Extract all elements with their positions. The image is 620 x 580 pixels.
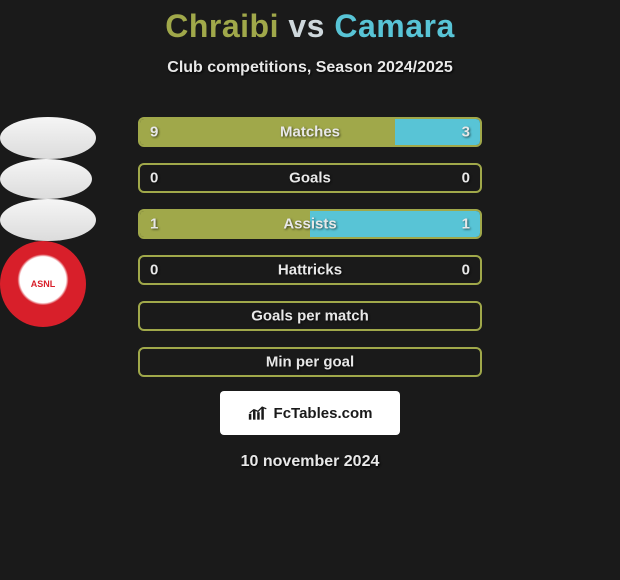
chart-area: ASNL 93Matches 00Goals 11Assists 00Hattrick… xyxy=(0,117,620,377)
player1-name: Chraibi xyxy=(165,8,279,44)
left-badge-1 xyxy=(0,117,96,159)
stat-row: 00Goals xyxy=(138,163,482,193)
stat-row: 11Assists xyxy=(138,209,482,239)
vs-text: vs xyxy=(288,8,325,44)
right-club-badge-text: ASNL xyxy=(31,280,56,289)
right-badge-1 xyxy=(0,199,96,241)
right-club-badge: ASNL xyxy=(0,241,86,327)
stat-row: Min per goal xyxy=(138,347,482,377)
bar-label: Hattricks xyxy=(140,262,480,279)
chart-icon xyxy=(248,405,268,421)
bar-label: Goals per match xyxy=(140,308,480,325)
site-badge: FcTables.com xyxy=(220,391,400,435)
site-name: FcTables.com xyxy=(274,405,373,422)
player2-name: Camara xyxy=(334,8,454,44)
stat-row: 00Hattricks xyxy=(138,255,482,285)
subtitle: Club competitions, Season 2024/2025 xyxy=(0,59,620,77)
bar-label: Min per goal xyxy=(140,354,480,371)
left-badge-2 xyxy=(0,159,92,199)
stat-row: Goals per match xyxy=(138,301,482,331)
bars-container: 93Matches 00Goals 11Assists 00Hattricks Goal… xyxy=(138,117,482,393)
bar-label: Assists xyxy=(140,216,480,233)
bar-label: Matches xyxy=(140,124,480,141)
footer-date: 10 november 2024 xyxy=(0,453,620,471)
stat-row: 93Matches xyxy=(138,117,482,147)
comparison-title: Chraibi vs Camara xyxy=(0,0,620,45)
bar-label: Goals xyxy=(140,170,480,187)
